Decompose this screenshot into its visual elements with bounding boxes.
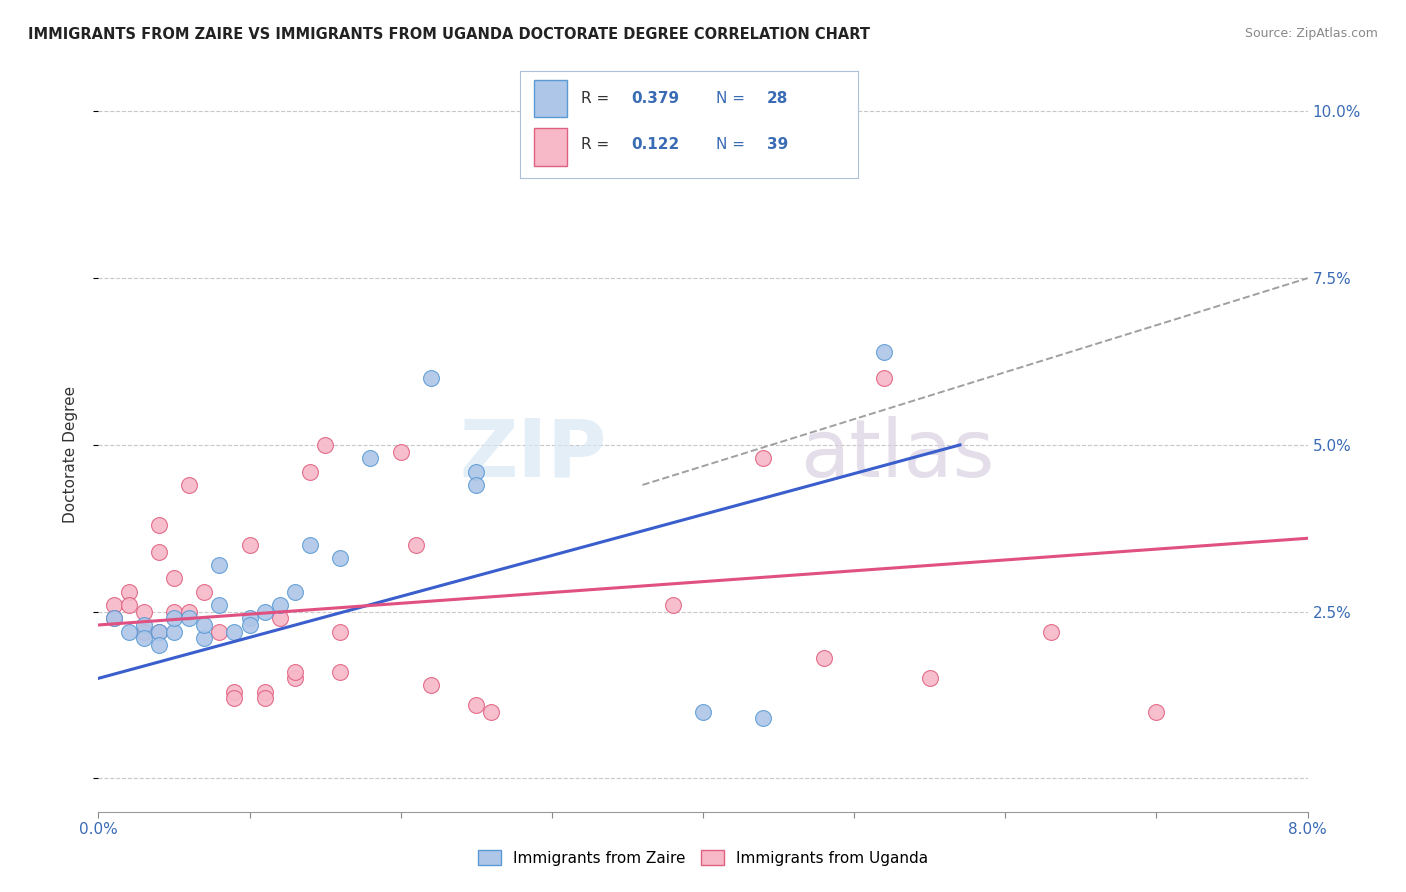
Point [420,371,443,385]
Point [329,624,352,639]
Point [132,624,155,639]
Point [193,584,215,599]
Point [692,705,714,719]
Text: 39: 39 [766,137,787,153]
Text: 0.379: 0.379 [631,91,679,106]
Point [329,665,352,679]
Point [179,478,201,492]
Point [284,584,307,599]
Point [314,438,336,452]
Point [420,678,443,692]
Point [163,571,186,585]
Point [269,598,291,612]
Point [163,611,186,625]
Point [329,551,352,566]
Y-axis label: Doctorate Degree: Doctorate Degree [63,386,77,524]
Point [360,451,382,466]
Point [873,344,896,359]
Point [208,558,231,572]
Point [103,611,125,625]
Point [299,538,322,552]
Point [918,671,941,685]
Point [163,624,186,639]
Text: N =: N = [716,91,749,106]
Point [148,544,170,558]
Point [813,651,835,665]
Bar [534,80,568,118]
Text: ZIP: ZIP [458,416,606,494]
Point [118,598,141,612]
Point [239,618,262,632]
Text: 0.122: 0.122 [631,137,681,153]
Point [148,624,170,639]
Point [193,618,215,632]
Point [103,598,125,612]
Point [208,598,231,612]
Point [1146,705,1168,719]
Point [465,465,488,479]
Point [752,711,775,725]
Point [224,624,246,639]
Point [405,538,427,552]
Point [752,451,775,466]
Point [1039,624,1062,639]
Text: IMMIGRANTS FROM ZAIRE VS IMMIGRANTS FROM UGANDA DOCTORATE DEGREE CORRELATION CHA: IMMIGRANTS FROM ZAIRE VS IMMIGRANTS FROM… [28,27,870,42]
Point [224,691,246,706]
Point [253,691,276,706]
Text: R =: R = [581,137,619,153]
Point [193,632,215,646]
Point [118,584,141,599]
Point [269,611,291,625]
Point [179,611,201,625]
Point [224,684,246,698]
Point [239,611,262,625]
Text: R =: R = [581,91,614,106]
Point [465,478,488,492]
Point [148,624,170,639]
Point [132,632,155,646]
Point [662,598,685,612]
Text: N =: N = [716,137,749,153]
Point [103,611,125,625]
Point [299,465,322,479]
Text: 28: 28 [766,91,787,106]
Point [132,618,155,632]
Point [481,705,503,719]
Point [253,684,276,698]
Point [208,624,231,639]
Point [284,671,307,685]
Text: Source: ZipAtlas.com: Source: ZipAtlas.com [1244,27,1378,40]
Point [284,665,307,679]
Bar [534,128,568,166]
Point [389,444,412,458]
Point [148,518,170,533]
Point [163,605,186,619]
Point [118,624,141,639]
Legend: Immigrants from Zaire, Immigrants from Uganda: Immigrants from Zaire, Immigrants from U… [472,844,934,871]
Point [465,698,488,712]
Point [253,605,276,619]
Point [239,538,262,552]
Point [132,605,155,619]
Point [148,638,170,652]
Point [179,605,201,619]
Point [873,371,896,385]
Text: atlas: atlas [800,416,994,494]
